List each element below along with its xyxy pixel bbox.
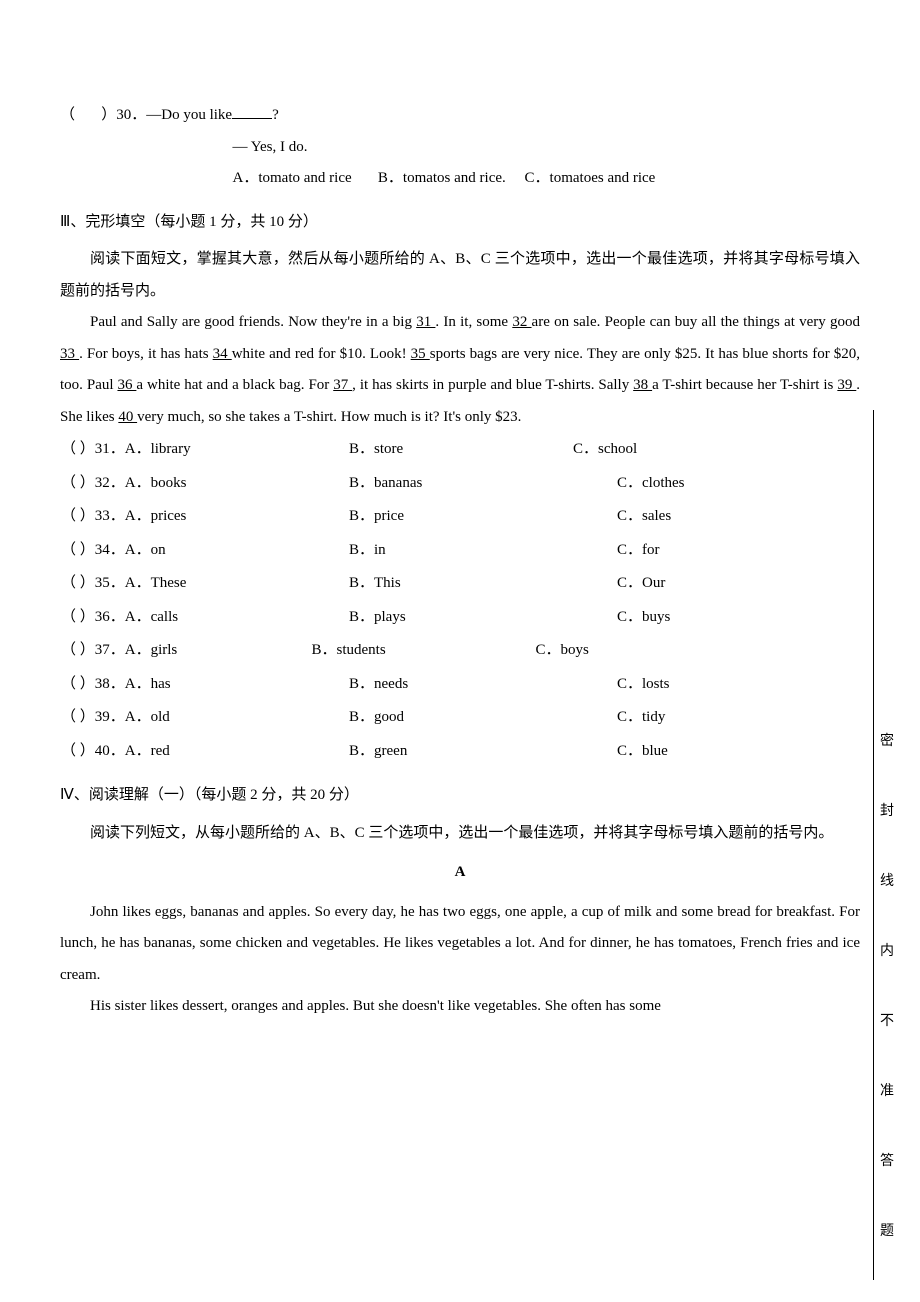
blank-39: 39: [837, 377, 856, 393]
cloze-t1d: . For boys, it has hats: [79, 346, 213, 362]
r40-b: B．green: [348, 735, 572, 769]
r37-b: B．students: [311, 634, 535, 668]
cloze-t1i: a T-shirt because her T-shirt is: [652, 377, 837, 393]
cloze-t1k: very much, so she takes a T-shirt. How m…: [137, 409, 521, 425]
blank-34: 34: [213, 346, 232, 362]
cloze-passage: Paul and Sally are good friends. Now the…: [60, 307, 860, 433]
r32-a: （ ）32．A．books: [60, 467, 348, 501]
q30-stem-b: ?: [272, 107, 279, 123]
passage-a-label: A: [60, 857, 860, 889]
q30-blank: [232, 103, 272, 119]
r39-b: B．good: [348, 701, 572, 735]
r38-a: （ ）38．A．has: [60, 668, 348, 702]
r35-c: C．Our: [572, 567, 860, 601]
r35-a: （ ）35．A．These: [60, 567, 348, 601]
cloze-options-table: （ ）31．A．libraryB．storeC．school （ ）32．A．b…: [60, 433, 860, 768]
r38-c: C．losts: [572, 668, 860, 702]
section3-instructions: 阅读下面短文，掌握其大意，然后从每小题所给的 A、B、C 三个选项中，选出一个最…: [60, 244, 860, 307]
r37-c: C．boys: [535, 634, 823, 668]
opt-row-35: （ ）35．A．TheseB．ThisC．Our: [60, 567, 860, 601]
q30-opt-b: B．tomatos and rice.: [378, 170, 506, 186]
reading-p1: John likes eggs, bananas and apples. So …: [60, 897, 860, 992]
blank-37: 37: [333, 377, 352, 393]
blank-35: 35: [411, 346, 430, 362]
opt-row-40: （ ）40．A．redB．greenC．blue: [60, 735, 860, 769]
gutter-char-4: 内: [880, 940, 894, 960]
r34-c: C．for: [572, 534, 860, 568]
q30-line2: — Yes, I do.: [60, 132, 860, 164]
cloze-t1c: are on sale. People can buy all the thin…: [532, 314, 860, 330]
blank-31: 31: [416, 314, 435, 330]
blank-40: 40: [118, 409, 137, 425]
r36-a: （ ）36．A．calls: [60, 601, 348, 635]
binding-line: 密 封 线 内 不 准 答 题: [873, 410, 875, 1280]
opt-row-36: （ ）36．A．callsB．playsC．buys: [60, 601, 860, 635]
cloze-t1b: . In it, some: [435, 314, 512, 330]
section3-title: Ⅲ、完形填空（每小题 1 分，共 10 分）: [60, 207, 860, 239]
r34-a: （ ）34．A．on: [60, 534, 348, 568]
r31-a: （ ）31．A．library: [60, 433, 348, 467]
gutter-char-3: 线: [880, 870, 894, 890]
r37-a: （ ）37．A．girls: [60, 634, 348, 668]
q30-options: A．tomato and rice B．tomatos and rice. C．…: [60, 163, 860, 195]
r35-b: B．This: [348, 567, 572, 601]
gutter-char-8: 题: [880, 1220, 894, 1240]
opt-row-31: （ ）31．A．libraryB．storeC．school: [60, 433, 860, 467]
r38-b: B．needs: [348, 668, 572, 702]
r32-b: B．bananas: [348, 467, 572, 501]
r39-a: （ ）39．A．old: [60, 701, 348, 735]
opt-row-33: （ ）33．A．pricesB．priceC．sales: [60, 500, 860, 534]
opt-row-39: （ ）39．A．oldB．goodC．tidy: [60, 701, 860, 735]
cloze-t1h: , it has skirts in purple and blue T-shi…: [352, 377, 633, 393]
opt-row-32: （ ）32．A．booksB．bananasC．clothes: [60, 467, 860, 501]
blank-33: 33: [60, 346, 79, 362]
r33-b: B．price: [348, 500, 572, 534]
cloze-t1g: a white hat and a black bag. For: [136, 377, 333, 393]
r31-c: C．school: [572, 433, 860, 467]
gutter-char-5: 不: [880, 1010, 894, 1030]
reading-p2: His sister likes dessert, oranges and ap…: [60, 991, 860, 1023]
r36-b: B．plays: [348, 601, 572, 635]
r40-c: C．blue: [572, 735, 860, 769]
r33-c: C．sales: [572, 500, 860, 534]
blank-32: 32: [512, 314, 531, 330]
blank-36: 36: [117, 377, 136, 393]
opt-row-38: （ ）38．A．hasB．needsC．losts: [60, 668, 860, 702]
r34-b: B．in: [348, 534, 572, 568]
gutter-char-1: 密: [880, 730, 894, 750]
section4-title: Ⅳ、阅读理解（一）（每小题 2 分，共 20 分）: [60, 780, 860, 812]
opt-row-34: （ ）34．A．onB．inC．for: [60, 534, 860, 568]
cloze-t1e: white and red for $10. Look!: [232, 346, 411, 362]
gutter-char-2: 封: [880, 800, 894, 820]
cloze-t1a: Paul and Sally are good friends. Now the…: [90, 314, 416, 330]
section4-instructions: 阅读下列短文，从每小题所给的 A、B、C 三个选项中，选出一个最佳选项，并将其字…: [60, 818, 860, 850]
r36-c: C．buys: [572, 601, 860, 635]
r32-c: C．clothes: [572, 467, 860, 501]
r31-b: B．store: [348, 433, 572, 467]
blank-38: 38: [633, 377, 652, 393]
q30-opt-c: C．tomatoes and rice: [525, 170, 656, 186]
gutter-char-6: 准: [880, 1080, 894, 1100]
q30-opt-a: A．tomato and rice: [233, 170, 352, 186]
exam-page: （ ）30．—Do you like? — Yes, I do. A．tomat…: [0, 0, 920, 1083]
q30-stem-a: （ ）30．—Do you like: [60, 107, 232, 123]
r33-a: （ ）33．A．prices: [60, 500, 348, 534]
opt-row-37: （ ）37．A．girlsB．studentsC．boys: [60, 634, 860, 668]
q30-line1: （ ）30．—Do you like?: [60, 100, 860, 132]
r39-c: C．tidy: [572, 701, 860, 735]
gutter-char-7: 答: [880, 1150, 894, 1170]
r40-a: （ ）40．A．red: [60, 735, 348, 769]
